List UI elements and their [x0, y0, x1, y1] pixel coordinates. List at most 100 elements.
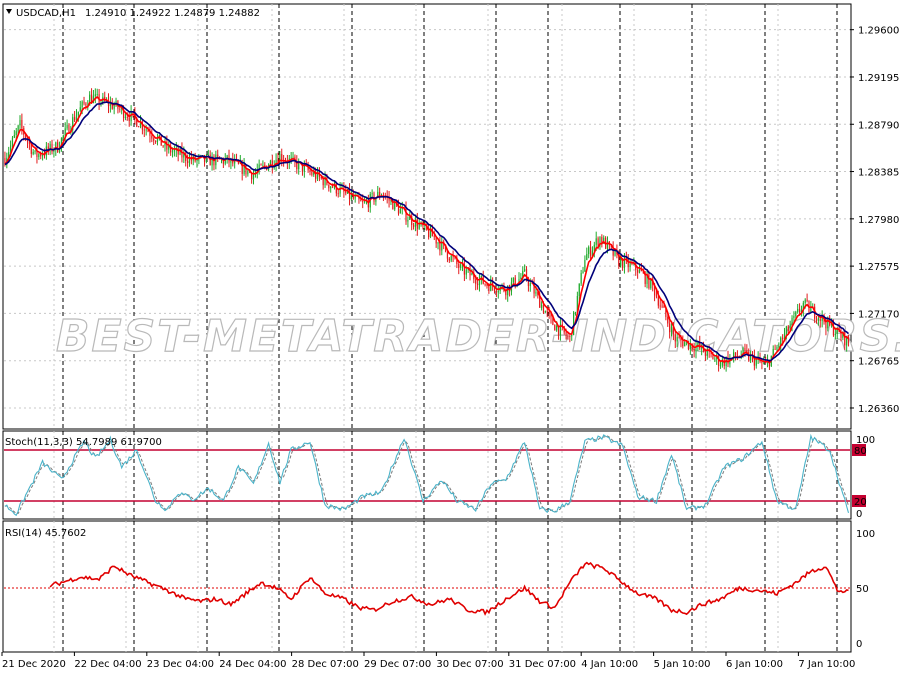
candle-body [750, 355, 752, 361]
candle-body [51, 143, 53, 152]
candle-body [113, 105, 115, 109]
candle-body [802, 302, 804, 311]
candle-body [488, 285, 490, 291]
candle-body [648, 273, 650, 289]
axis-labels: 1.29600 1.29195 1.28790 1.28385 1.27980 1.275… [1, 26, 899, 670]
candle-body [252, 174, 255, 180]
candle-body [586, 254, 588, 261]
candle-body [840, 332, 842, 338]
candle-body [687, 341, 690, 350]
candle-body [205, 155, 208, 162]
candle-body [571, 335, 573, 337]
candle-body [147, 129, 149, 132]
candle-body [315, 171, 317, 179]
candle-body [620, 258, 622, 266]
candle-body [800, 310, 803, 313]
candle-body [296, 161, 298, 170]
candle-body [313, 171, 315, 175]
price-panel[interactable] [2, 3, 852, 430]
price-tick-label: 1.26765 [858, 357, 899, 368]
candle-body [755, 359, 757, 366]
candle-body [682, 340, 684, 347]
candle-body [53, 150, 55, 152]
candle-body [28, 141, 31, 144]
candle-body [75, 115, 78, 121]
candle-body [524, 269, 526, 271]
candle-body [637, 269, 639, 273]
candle-body [207, 154, 209, 156]
price-tick-label: 1.29195 [858, 73, 899, 84]
ohlc-label: 1.24910 1.24922 1.24879 1.24882 [85, 8, 260, 19]
candle-body [186, 160, 189, 164]
candle-body [230, 158, 232, 163]
candle-body [74, 117, 76, 121]
candle-body [94, 94, 96, 97]
candle-body [458, 263, 460, 268]
candle-body [785, 326, 787, 334]
candle-body [599, 237, 601, 246]
candle-body [497, 291, 499, 293]
candle-body [77, 111, 79, 116]
candle-body [320, 176, 322, 179]
candle-body [798, 308, 801, 313]
candle-body [350, 194, 353, 200]
candle-body [842, 332, 844, 338]
rsi-label: RSI(14) 45.7602 [5, 528, 86, 539]
candle-body [678, 337, 680, 338]
candle-body [717, 356, 720, 366]
candle-body [556, 325, 558, 331]
candle-body [663, 305, 665, 308]
candle-body [143, 129, 145, 131]
candle-body [222, 159, 224, 164]
stochastic-panel[interactable] [2, 430, 852, 520]
candle-body [454, 257, 456, 259]
candle-body [546, 311, 548, 312]
candle-body [661, 305, 663, 307]
candle-body [653, 284, 656, 296]
candle-body [780, 337, 782, 347]
candle-body [495, 290, 498, 293]
candle-body [303, 164, 305, 172]
candle-body [414, 219, 417, 227]
candle-body [196, 159, 198, 162]
candle-body [89, 94, 91, 106]
candle-body [825, 322, 827, 329]
candle-body [251, 172, 253, 180]
candle-body [234, 159, 236, 164]
candle-body [834, 333, 836, 336]
candle-body [441, 241, 443, 251]
candle-body [211, 156, 213, 166]
candle-body [412, 224, 415, 227]
candle-body [25, 134, 27, 139]
candle-body [339, 187, 341, 194]
stoch-level-label: 20 [854, 497, 867, 508]
candle-body [465, 269, 467, 275]
rsi-panel[interactable] [2, 520, 852, 653]
stoch-level-label: 80 [854, 446, 867, 457]
candle-body [401, 208, 403, 210]
candle-body [774, 349, 776, 350]
candle-body [444, 244, 447, 252]
candle-body [156, 137, 159, 143]
candle-body [721, 359, 723, 366]
candle-body [151, 135, 153, 139]
candle-body [43, 154, 46, 156]
time-tick-label: 7 Jan 10:00 [798, 659, 855, 670]
candle-body [367, 200, 369, 208]
candle-body [629, 262, 631, 268]
candle-body [58, 148, 61, 152]
candle-body [836, 327, 838, 334]
triangle-down-icon[interactable] [6, 9, 12, 14]
stoch-tick-label: 100 [856, 435, 875, 446]
candle-body [719, 365, 722, 367]
candle-body [533, 283, 535, 294]
candle-body [667, 316, 669, 324]
candle-body [693, 349, 695, 352]
candle-body [30, 143, 32, 154]
candle-body [164, 141, 166, 147]
rsi-tick-label: 0 [856, 639, 862, 650]
candle-body [32, 151, 34, 154]
candle-body [130, 111, 132, 122]
